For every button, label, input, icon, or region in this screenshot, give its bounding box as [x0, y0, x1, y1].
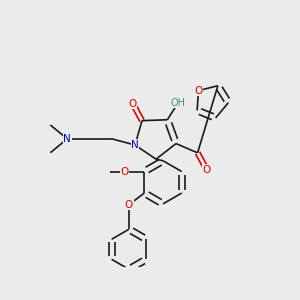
Text: N: N [131, 140, 139, 150]
Text: O: O [194, 85, 202, 96]
Text: N: N [63, 134, 71, 144]
Text: O: O [120, 167, 128, 176]
Text: O: O [129, 99, 137, 109]
Text: OH: OH [171, 98, 186, 108]
Text: O: O [203, 165, 211, 175]
Text: O: O [125, 200, 133, 210]
